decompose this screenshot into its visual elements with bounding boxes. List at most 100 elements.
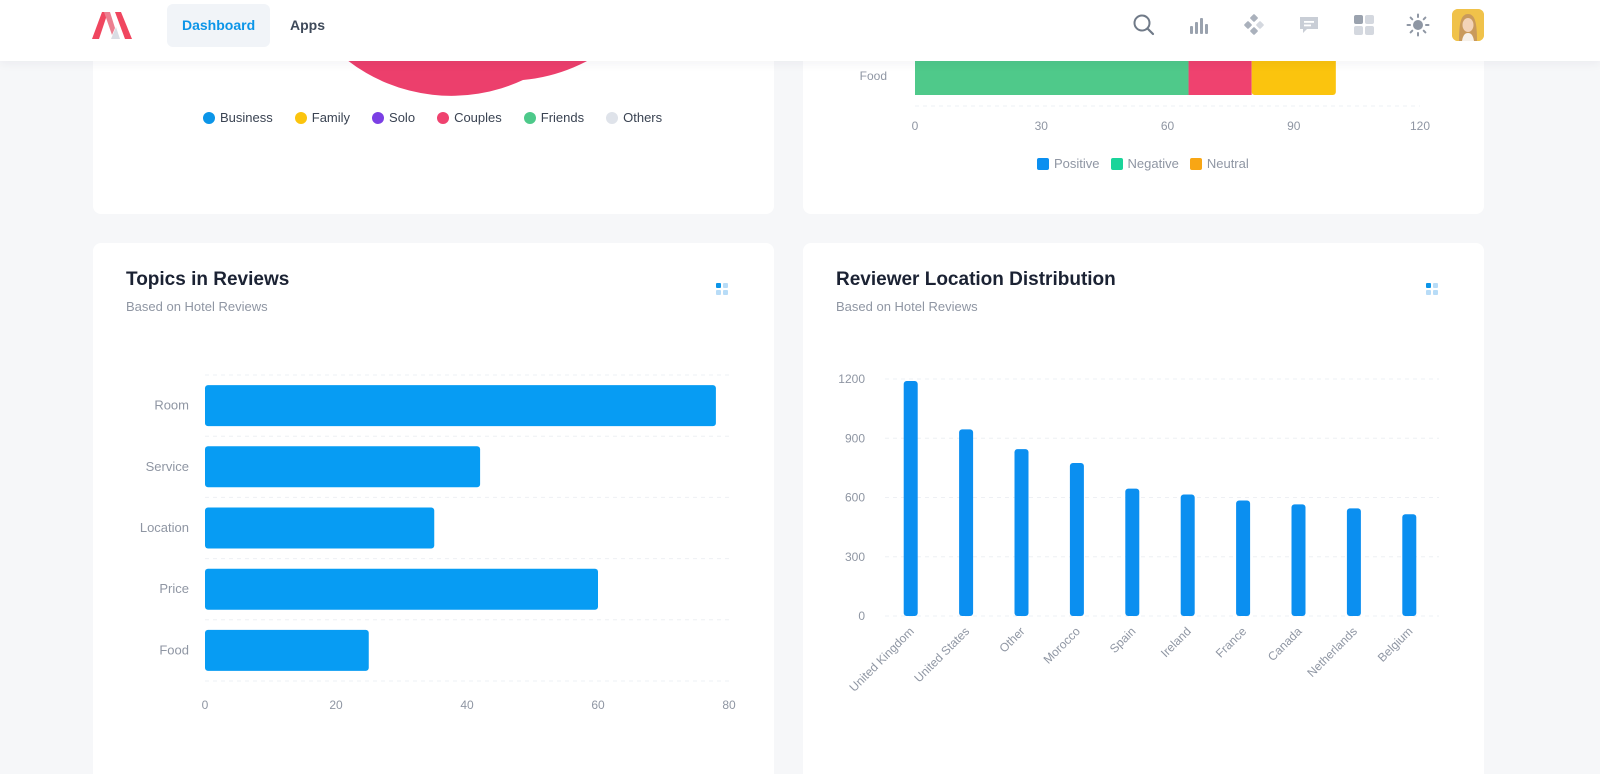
x-tick-label: 60 [1161,119,1175,133]
topics-title: Topics in Reviews [126,269,290,290]
bar-morocco[interactable] [1069,462,1084,616]
pie-legend-friends[interactable]: Friends [523,110,585,125]
legend-marker [372,111,385,124]
legend-marker [437,111,450,124]
x-tick-label: 60 [591,698,605,712]
x-tick-label: France [1213,624,1250,661]
y-tick-label: 900 [845,431,865,445]
legend-label: Others [623,110,663,125]
legend-label: Neutral [1206,156,1249,171]
x-tick-label: United Kingdom [847,624,917,694]
sentiment-stacked-bar-chart: Food 0 30 60 90 120 [860,56,1430,133]
legend-marker [606,111,619,124]
location-menu-icon[interactable] [1426,283,1440,297]
legend-label: Solo [389,110,416,125]
x-tick-label: Netherlands [1304,624,1360,680]
topics-subtitle: Based on Hotel Reviews [126,299,268,314]
pie-legend: Business Family Solo Couples Friends Others [203,110,684,125]
sentiment-segment-2[interactable] [1251,56,1336,95]
x-tick-label: 120 [1410,119,1430,133]
legend-marker [294,111,307,124]
pie-legend-family[interactable]: Family [294,110,351,125]
bar-room[interactable] [205,385,716,427]
legend-marker [203,111,215,124]
x-tick-label: Morocco [1041,624,1084,667]
bar-belgium[interactable] [1402,514,1417,616]
x-tick-label: United States [911,624,972,685]
x-tick-label: 90 [1287,119,1301,133]
guest-type-card: Business Family Solo Couples Friends Others [93,40,774,214]
legend-label: Family [311,110,351,125]
bar-other[interactable] [1014,449,1029,616]
x-tick-label: 30 [1035,119,1049,133]
pie-legend-couples[interactable]: Couples [437,110,502,125]
x-tick-label: Canada [1265,624,1305,664]
sentiment-legend-negative[interactable]: Negative [1110,156,1179,171]
top-navigation-bar: Dashboard Apps [0,0,1600,61]
sentiment-legend: Positive Negative Neutral [1037,156,1260,171]
sentiment-category-label: Food [860,69,887,83]
bar-food[interactable] [205,629,369,671]
search-icon[interactable] [1130,11,1158,39]
app-logo[interactable] [91,10,133,40]
x-tick-label: Other [996,624,1027,655]
bar-service[interactable] [205,446,481,488]
apps-diamond-icon[interactable] [1240,11,1268,39]
sentiment-segment-1[interactable] [1188,56,1252,95]
y-tick-label: Price [159,581,189,596]
x-tick-label: 80 [722,698,736,712]
y-tick-label: 300 [845,550,865,564]
y-tick-label: 1200 [838,372,865,386]
user-avatar[interactable] [1452,9,1484,41]
legend-label: Friends [540,110,585,125]
x-tick-label: 0 [202,698,209,712]
bar-united-states[interactable] [959,429,974,616]
y-tick-label: Service [146,459,189,474]
y-tick-label: Location [140,520,189,535]
chat-icon[interactable] [1295,11,1323,39]
x-tick-label: Belgium [1375,624,1416,665]
bar-spain[interactable] [1125,488,1140,616]
bar-france[interactable] [1236,500,1251,616]
bar-location[interactable] [205,507,435,549]
bar-price[interactable] [205,568,598,610]
x-tick-label: 20 [329,698,343,712]
pie-legend-solo[interactable]: Solo [372,110,415,125]
legend-marker [1037,157,1049,170]
topics-card: Topics in Reviews Based on Hotel Reviews… [93,243,774,774]
sentiment-legend-neutral[interactable]: Neutral [1189,156,1249,171]
topics-menu-icon[interactable] [716,283,730,297]
y-tick-label: Room [154,398,189,413]
y-tick-label: 600 [845,491,865,505]
legend-marker [523,111,536,124]
bar-netherlands[interactable] [1346,508,1361,616]
legend-label: Negative [1127,156,1179,171]
y-tick-label: 0 [858,609,865,623]
legend-marker [1189,157,1202,170]
legend-label: Couples [454,110,502,125]
location-title: Reviewer Location Distribution [836,269,1116,290]
sentiment-card: Food 0 30 60 90 120 Positive Negative Neutral [803,40,1484,214]
sentiment-segment-0[interactable] [915,56,1189,95]
pie-legend-others[interactable]: Others [606,110,662,125]
pie-legend-business[interactable]: Business [203,110,273,125]
nav-dashboard-tab[interactable]: Dashboard [167,4,271,47]
topics-bar-chart: Room Service Location Price Food 0 20 40 60 80 [140,374,736,712]
grid-icon[interactable] [1350,11,1378,39]
x-tick-label: Ireland [1158,624,1194,660]
y-tick-label: Food [159,642,189,657]
legend-label: Positive [1054,156,1100,171]
x-tick-label: 40 [460,698,474,712]
sentiment-legend-positive[interactable]: Positive [1037,156,1100,171]
bar-chart-icon[interactable] [1185,11,1213,39]
legend-marker [1110,157,1123,170]
bar-united-kingdom[interactable] [903,380,918,616]
nav-apps-tab[interactable]: Apps [290,17,325,33]
bar-canada[interactable] [1291,504,1306,616]
bar-ireland[interactable] [1180,494,1195,616]
x-tick-label: 0 [912,119,919,133]
x-tick-label: Spain [1107,624,1139,656]
sun-icon[interactable] [1404,11,1432,39]
location-subtitle: Based on Hotel Reviews [836,299,978,314]
